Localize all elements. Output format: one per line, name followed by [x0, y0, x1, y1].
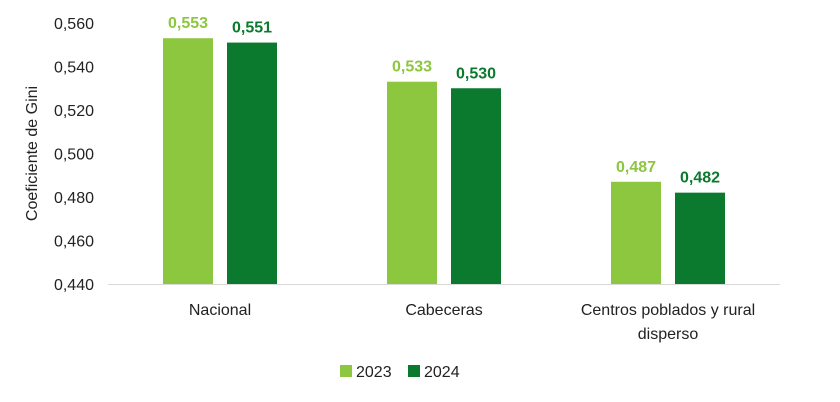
category-label: Cabeceras: [405, 302, 482, 319]
legend-label: 2023: [356, 364, 392, 381]
y-tick-label: 0,500: [54, 147, 94, 164]
data-label: 0,530: [456, 65, 496, 82]
bar-2024-1: [451, 88, 501, 284]
bar-2023-1: [387, 81, 437, 284]
y-tick-label: 0,480: [54, 190, 94, 207]
category-label: Nacional: [189, 302, 251, 319]
data-label: 0,553: [168, 15, 208, 32]
legend-swatch: [408, 365, 420, 377]
legend-label: 2024: [424, 364, 460, 381]
y-tick-label: 0,540: [54, 60, 94, 77]
bar-2024-0: [227, 42, 277, 285]
y-tick-label: 0,440: [54, 277, 94, 294]
y-tick-label: 0,560: [54, 16, 94, 33]
data-label: 0,482: [680, 170, 720, 187]
y-axis: 0,440 0,460 0,480 0,500 0,520 0,540 0,560 Coefi…: [24, 16, 780, 294]
y-axis-title: Coeficiente de Gini: [24, 86, 41, 221]
category-labels: Nacional Cabeceras Centros poblados y rura…: [189, 302, 755, 343]
y-tick-label: 0,460: [54, 234, 94, 251]
category-label: Centros poblados y rural disperso: [581, 302, 755, 343]
legend: 2023 2024: [340, 364, 460, 381]
data-label: 0,487: [616, 159, 656, 176]
data-label: 0,533: [392, 59, 432, 76]
bar-2023-2: [611, 181, 661, 284]
bar-2023-0: [163, 38, 213, 284]
legend-swatch: [340, 365, 352, 377]
data-label: 0,551: [232, 20, 272, 37]
y-tick-label: 0,520: [54, 103, 94, 120]
bar-2024-2: [675, 192, 725, 284]
bars: 0,553 0,551 0,533 0,530 0,487 0,482: [163, 15, 725, 285]
